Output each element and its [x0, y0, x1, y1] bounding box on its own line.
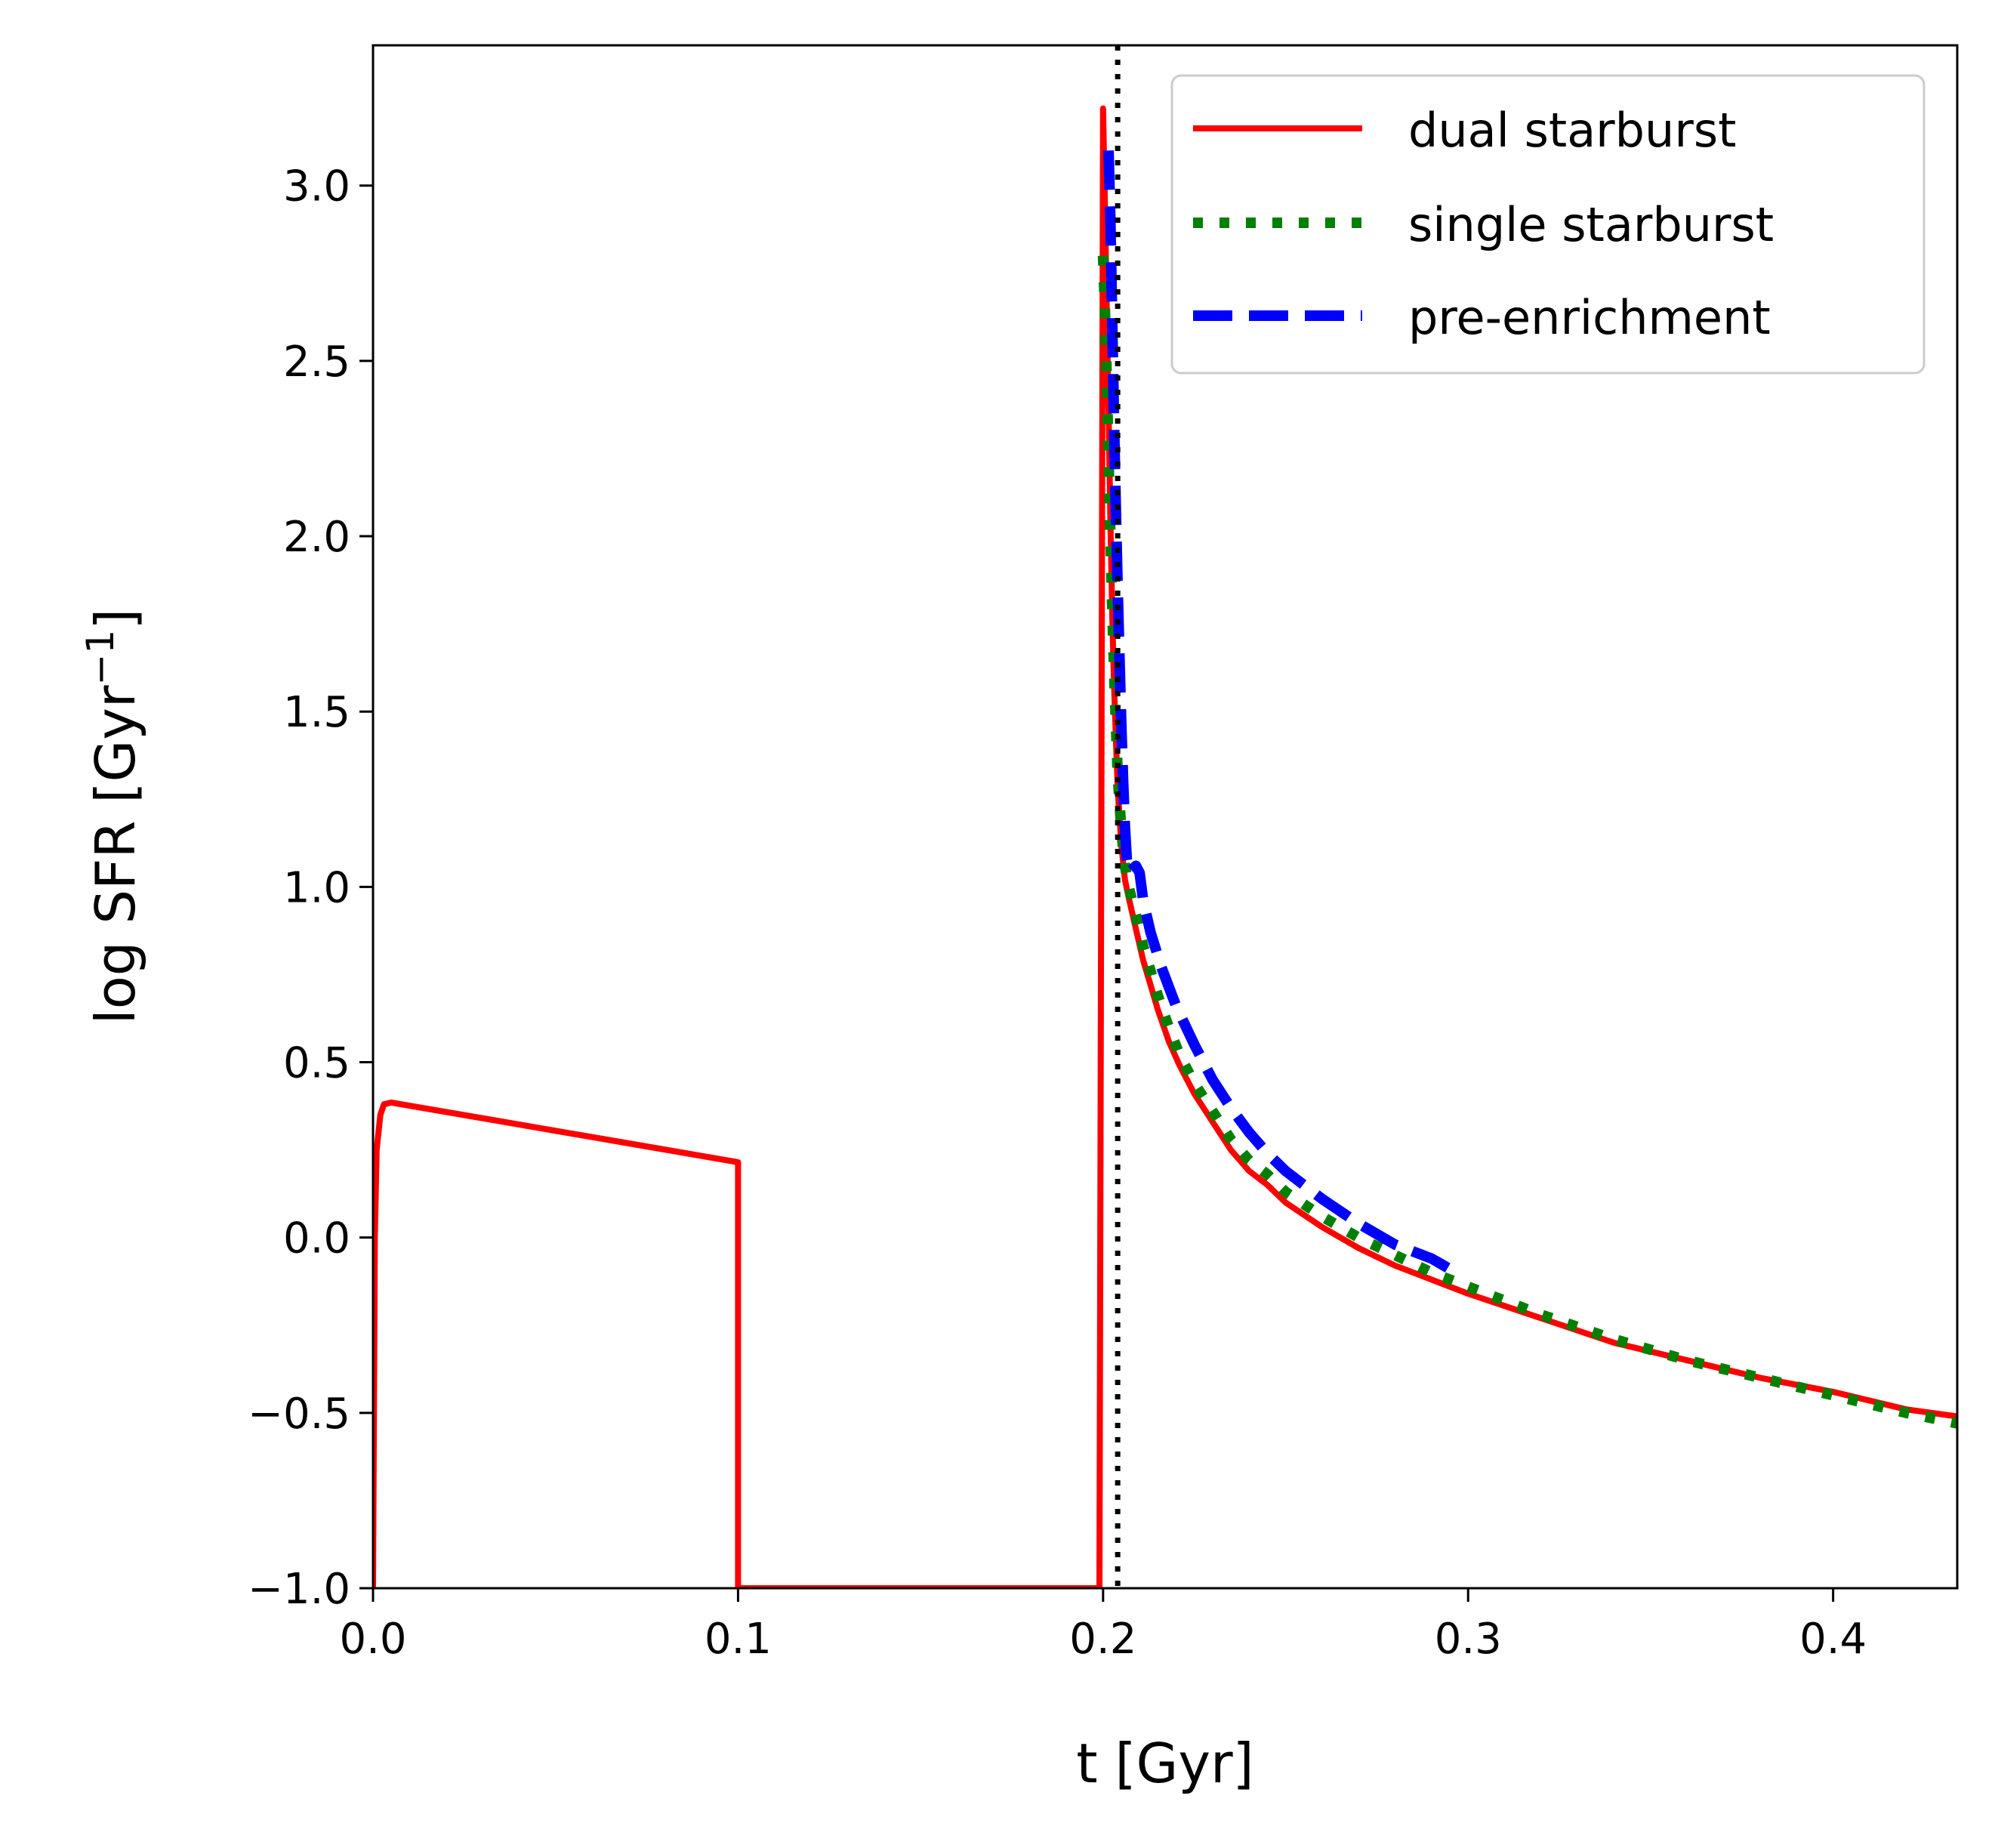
- y-tick-label: 1.5: [283, 688, 350, 737]
- plot-frame: [372, 44, 1959, 1590]
- y-axis-label-superscript: −1: [79, 630, 122, 686]
- series-line-single-starburst: [1097, 255, 1957, 1429]
- x-axis-ticks: 0.0 0.1 0.2 0.3 0.4: [339, 1588, 1867, 1664]
- x-tick-label: 0.3: [1435, 1615, 1502, 1664]
- y-axis-label-close: ]: [84, 609, 147, 630]
- x-tick-label: 0.0: [339, 1615, 406, 1664]
- legend-box: [1170, 74, 1926, 375]
- y-tick-label: 1.0: [283, 863, 350, 912]
- x-tick-label: 0.1: [705, 1615, 772, 1664]
- series-line-pre-enrichment: [1103, 150, 1453, 1274]
- y-tick-label: 2.0: [283, 513, 350, 562]
- y-axis-label: log SFR [Gyr−1]: [79, 609, 147, 1025]
- y-tick-label: 0.5: [283, 1039, 350, 1088]
- y-axis-label-main: log SFR [Gyr: [84, 685, 147, 1024]
- y-axis-ticks: −1.0 −0.5 0.0 0.5 1.0 1.5 2.0 2.5 3.0: [248, 162, 373, 1614]
- y-axis-label-text: log SFR [Gyr−1]: [79, 609, 147, 1025]
- series-layer: [373, 105, 1957, 1588]
- y-tick-label: −1.0: [248, 1565, 350, 1614]
- legend-label-single-starburst: single starburst: [1408, 197, 1774, 252]
- x-tick-label: 0.2: [1069, 1615, 1136, 1664]
- legend-label-pre-enrichment: pre-enrichment: [1408, 290, 1771, 345]
- legend: dual starburst single starburst pre-enri…: [1170, 74, 1926, 375]
- y-tick-label: 3.0: [283, 162, 350, 211]
- x-axis-label: t [Gyr]: [1076, 1732, 1253, 1795]
- y-tick-label: 2.5: [283, 338, 350, 387]
- y-tick-label: −0.5: [248, 1390, 350, 1439]
- legend-label-dual-starburst: dual starburst: [1408, 103, 1736, 158]
- y-tick-label: 0.0: [283, 1214, 350, 1263]
- series-line-dual-starburst: [373, 105, 1957, 1588]
- x-tick-label: 0.4: [1799, 1615, 1867, 1664]
